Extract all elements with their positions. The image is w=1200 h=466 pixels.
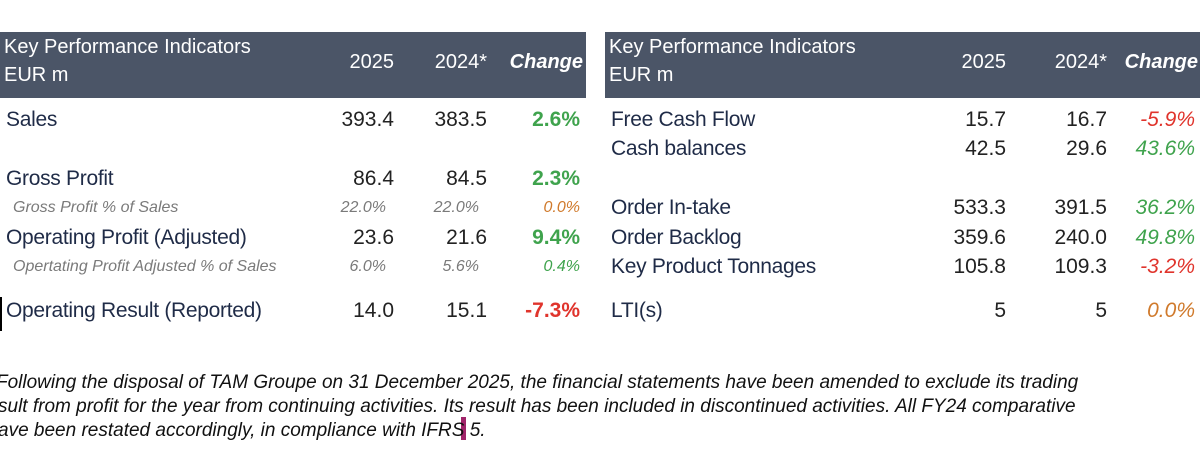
cell-value: 533.3 xyxy=(953,196,1006,219)
change-value: -7.3% xyxy=(525,299,580,322)
row-label: Gross Profit xyxy=(6,167,114,190)
cell-value: 105.8 xyxy=(953,255,1006,278)
cell-value: 21.6 xyxy=(446,226,487,249)
footnote-line: sult from profit for the year from conti… xyxy=(0,396,1076,417)
column-header: 2024* xyxy=(1054,51,1107,73)
change-value: 9.4% xyxy=(532,226,580,249)
cell-value: 14.0 xyxy=(353,299,394,322)
column-header: Change xyxy=(1124,51,1198,73)
header-title: Key Performance Indicators xyxy=(609,36,856,58)
cell-value: 42.5 xyxy=(965,137,1006,160)
row-label: Free Cash Flow xyxy=(611,108,756,131)
change-value: 2.6% xyxy=(532,108,580,131)
cell-value: 109.3 xyxy=(1054,255,1107,278)
cell-value: 5.6% xyxy=(442,258,479,275)
sub-row-label: Opertating Profit Adjusted % of Sales xyxy=(13,258,277,275)
row-label: Key Product Tonnages xyxy=(611,255,816,278)
caret xyxy=(461,417,466,440)
column-header: 2025 xyxy=(349,51,395,73)
cell-value: 5 xyxy=(994,299,1006,322)
column-header: 2025 xyxy=(961,51,1007,73)
cell-value: 15.7 xyxy=(965,108,1006,131)
change-value: 0.0% xyxy=(1147,299,1195,322)
cell-value: 391.5 xyxy=(1054,196,1107,219)
change-value: 43.6% xyxy=(1135,137,1195,160)
row-label: LTI(s) xyxy=(611,299,663,322)
column-header: 2024* xyxy=(434,51,487,73)
change-value: -5.9% xyxy=(1140,108,1195,131)
cell-value: 22.0% xyxy=(340,199,386,216)
row-label: Operating Profit (Adjusted) xyxy=(6,226,247,249)
change-value: 49.8% xyxy=(1135,226,1195,249)
footnote-line: ave been restated accordingly, in compli… xyxy=(0,420,486,441)
cell-value: 393.4 xyxy=(341,108,394,131)
column-header: Change xyxy=(509,51,583,73)
sub-row-label: Gross Profit % of Sales xyxy=(13,199,179,216)
change-value: 36.2% xyxy=(1135,196,1195,219)
header-unit: EUR m xyxy=(609,64,674,86)
cell-value: 359.6 xyxy=(953,226,1006,249)
cell-value: 6.0% xyxy=(349,258,386,275)
change-value: 2.3% xyxy=(532,167,580,190)
row-label: Order Backlog xyxy=(611,226,742,249)
text-cursor xyxy=(0,297,2,331)
cell-value: 22.0% xyxy=(433,199,479,216)
header-title: Key Performance Indicators xyxy=(4,36,251,58)
change-value: -3.2% xyxy=(1140,255,1195,278)
cell-value: 84.5 xyxy=(446,167,487,190)
cell-value: 16.7 xyxy=(1066,108,1107,131)
cell-value: 29.6 xyxy=(1066,137,1107,160)
cell-value: 383.5 xyxy=(434,108,487,131)
cell-value: 15.1 xyxy=(446,299,487,322)
change-value: 0.4% xyxy=(543,258,580,275)
table-header xyxy=(0,32,586,98)
table-header xyxy=(605,32,1200,98)
row-label: Operating Result (Reported) xyxy=(6,299,262,322)
cell-value: 86.4 xyxy=(353,167,394,190)
row-label: Cash balances xyxy=(611,137,747,160)
row-label: Order In-take xyxy=(611,196,731,219)
row-label: Sales xyxy=(6,108,58,131)
cell-value: 240.0 xyxy=(1054,226,1107,249)
header-unit: EUR m xyxy=(4,64,69,86)
cell-value: 5 xyxy=(1095,299,1107,322)
change-value: 0.0% xyxy=(543,199,580,216)
footnote-line: Following the disposal of TAM Groupe on … xyxy=(0,372,1079,393)
cell-value: 23.6 xyxy=(353,226,394,249)
